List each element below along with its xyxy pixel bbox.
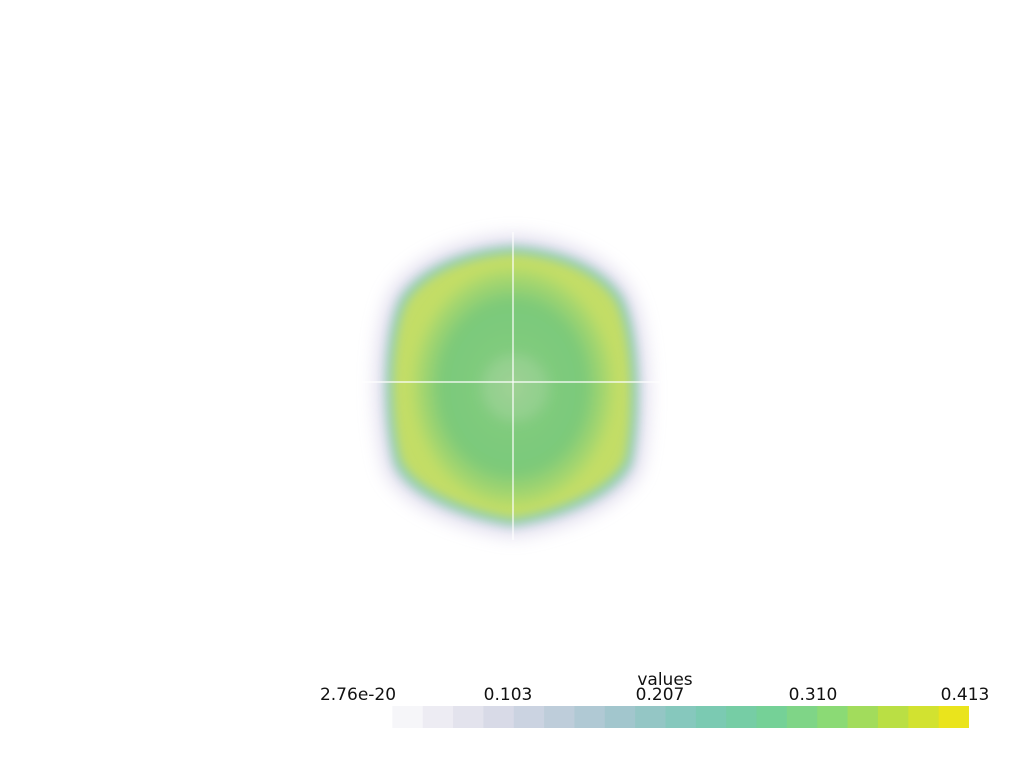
colorbar-step <box>756 706 788 728</box>
colorbar-step <box>877 706 909 728</box>
colorbar-step <box>635 706 667 728</box>
tick-label: 2.76e-20 <box>319 685 397 705</box>
colorbar-step <box>908 706 940 728</box>
colorbar-step <box>695 706 727 728</box>
colorbar-step <box>453 706 484 728</box>
volume-center-spot <box>481 354 549 422</box>
colorbar-gradient <box>362 706 969 728</box>
colorbar-step <box>422 706 454 728</box>
colorbar-step <box>665 706 697 728</box>
scalar-bar: values 2.76e-20 0.103 0.207 0.310 0.413 <box>300 668 1000 738</box>
tick-label: 0.310 <box>788 685 838 705</box>
tick-label: 0.413 <box>940 685 990 705</box>
colorbar-step <box>847 706 879 728</box>
scalar-bar-title: values <box>637 670 693 690</box>
tick-label: 0.207 <box>635 685 685 705</box>
colorbar-step <box>604 706 636 728</box>
colorbar-step <box>938 706 969 728</box>
colorbar-step <box>726 706 758 728</box>
colorbar-step <box>544 706 576 728</box>
colorbar-step <box>362 706 393 728</box>
tick-label: 0.103 <box>483 685 533 705</box>
colorbar-step <box>786 706 818 728</box>
colorbar-step <box>513 706 545 728</box>
colorbar-step <box>817 706 849 728</box>
colorbar-step <box>483 706 515 728</box>
colorbar-step <box>392 706 424 728</box>
colorbar-step <box>574 706 606 728</box>
